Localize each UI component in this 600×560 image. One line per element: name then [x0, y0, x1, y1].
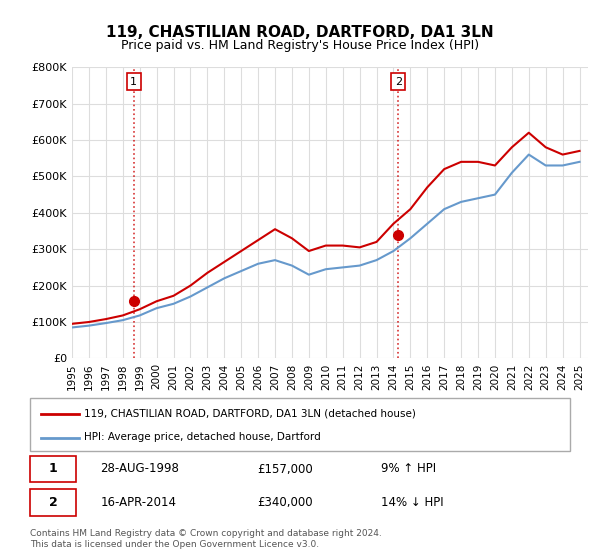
FancyBboxPatch shape — [30, 456, 76, 482]
Text: £340,000: £340,000 — [257, 496, 313, 509]
Text: Contains HM Land Registry data © Crown copyright and database right 2024.
This d: Contains HM Land Registry data © Crown c… — [30, 529, 382, 549]
Text: 1: 1 — [49, 463, 58, 475]
FancyBboxPatch shape — [30, 398, 570, 451]
Text: HPI: Average price, detached house, Dartford: HPI: Average price, detached house, Dart… — [84, 432, 321, 442]
Text: 2: 2 — [49, 496, 58, 509]
Text: 1: 1 — [130, 77, 137, 87]
Text: 119, CHASTILIAN ROAD, DARTFORD, DA1 3LN (detached house): 119, CHASTILIAN ROAD, DARTFORD, DA1 3LN … — [84, 409, 416, 418]
Text: 16-APR-2014: 16-APR-2014 — [100, 496, 176, 509]
Text: 2: 2 — [395, 77, 402, 87]
Text: 9% ↑ HPI: 9% ↑ HPI — [381, 463, 436, 475]
FancyBboxPatch shape — [30, 489, 76, 516]
Text: 28-AUG-1998: 28-AUG-1998 — [100, 463, 179, 475]
Text: 119, CHASTILIAN ROAD, DARTFORD, DA1 3LN: 119, CHASTILIAN ROAD, DARTFORD, DA1 3LN — [106, 25, 494, 40]
Text: Price paid vs. HM Land Registry's House Price Index (HPI): Price paid vs. HM Land Registry's House … — [121, 39, 479, 52]
Text: 14% ↓ HPI: 14% ↓ HPI — [381, 496, 443, 509]
Text: £157,000: £157,000 — [257, 463, 313, 475]
